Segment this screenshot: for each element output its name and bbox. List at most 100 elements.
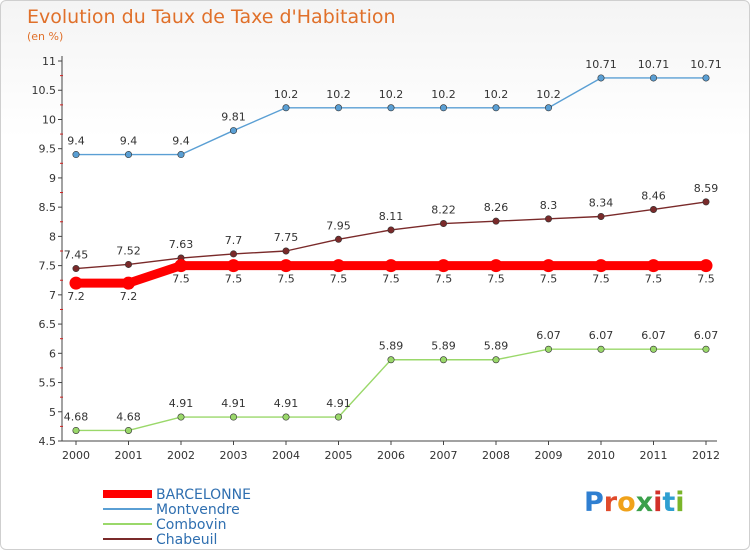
data-label: 6.07	[641, 329, 666, 342]
x-tick-label: 2005	[325, 449, 353, 462]
data-labels: 7.2 7.2 7.5 7.5 7.5 7.5 7.5 7.5 7.5 7.5 7.5 7.5 7.5 9…	[64, 58, 722, 424]
y-tick-label: 6	[49, 347, 56, 360]
data-point	[439, 220, 447, 228]
data-label: 7.5	[172, 273, 190, 286]
data-point	[72, 265, 80, 273]
data-point	[594, 259, 608, 273]
data-label: 7.5	[277, 273, 295, 286]
data-point	[125, 151, 133, 159]
data-label: 7.5	[592, 273, 610, 286]
data-point	[177, 151, 185, 159]
data-point	[597, 213, 605, 221]
legend-label-chabeuil: Chabeuil	[156, 532, 217, 548]
data-point	[279, 259, 293, 273]
data-point	[437, 259, 450, 273]
y-tick-label: 8.5	[39, 201, 57, 214]
data-label: 10.2	[484, 88, 509, 101]
y-tick-label: 11	[42, 55, 56, 68]
data-label: 5.89	[379, 340, 404, 353]
logo-letter: P	[584, 487, 604, 518]
logo-letter: x	[635, 487, 654, 518]
data-point	[597, 345, 605, 353]
data-label: 7.5	[645, 273, 663, 286]
data-label: 10.2	[536, 88, 561, 101]
data-point	[439, 356, 447, 364]
data-label: 7.5	[487, 273, 505, 286]
chart-subtitle: (en %)	[27, 30, 64, 43]
data-point	[334, 235, 342, 243]
data-point	[489, 259, 503, 273]
data-point	[174, 259, 188, 273]
data-label: 7.5	[697, 273, 715, 286]
data-point	[227, 259, 240, 273]
y-tick-label: 10	[42, 113, 56, 126]
data-label: 7.95	[326, 219, 351, 232]
data-label: 5.89	[431, 340, 456, 353]
y-tick-label: 7	[49, 289, 56, 302]
x-tick-label: 2011	[640, 449, 668, 462]
data-point	[702, 198, 710, 206]
data-label: 7.5	[225, 273, 243, 286]
data-label: 10.2	[379, 88, 404, 101]
data-label: 4.91	[326, 397, 351, 410]
data-label: 9.81	[221, 111, 246, 124]
data-label: 8.46	[641, 189, 666, 202]
x-tick-label: 2009	[535, 449, 563, 462]
data-label: 7.5	[540, 273, 558, 286]
data-label: 4.91	[169, 397, 194, 410]
data-point	[544, 215, 552, 223]
y-tick-label: 10.5	[32, 84, 57, 97]
data-point	[492, 356, 500, 364]
data-point	[334, 104, 342, 112]
data-point	[125, 426, 133, 434]
data-label: 7.5	[330, 273, 348, 286]
data-point	[230, 127, 238, 135]
data-point	[597, 74, 605, 82]
data-label: 7.45	[64, 249, 89, 262]
data-label: 7.52	[116, 244, 141, 257]
data-label: 10.71	[638, 58, 670, 71]
data-point	[122, 276, 135, 290]
data-label: 7.2	[120, 290, 138, 303]
x-tick-label: 2006	[377, 449, 405, 462]
data-label: 4.91	[274, 397, 299, 410]
data-label: 4.91	[221, 397, 246, 410]
data-label: 10.71	[690, 58, 722, 71]
data-label: 10.2	[274, 88, 299, 101]
data-point	[384, 259, 398, 273]
y-tick-label: 9.5	[39, 143, 57, 156]
data-label: 7.63	[169, 238, 194, 251]
y-tick-label: 8	[49, 230, 56, 243]
legend-label-montvendre: Montvendre	[156, 502, 240, 518]
data-point	[334, 413, 342, 421]
logo-letter: i	[675, 487, 685, 518]
logo-letter: i	[653, 487, 663, 518]
data-point	[649, 345, 657, 353]
data-point	[177, 413, 185, 421]
x-tick-label: 2001	[115, 449, 143, 462]
data-label: 8.26	[484, 201, 509, 214]
data-point	[544, 104, 552, 112]
logo-letter: t	[662, 487, 676, 518]
data-point	[332, 259, 345, 273]
data-label: 10.2	[431, 88, 456, 101]
data-label: 6.07	[589, 329, 614, 342]
x-tick-label: 2004	[272, 449, 300, 462]
x-tick-label: 2002	[167, 449, 195, 462]
data-point	[387, 226, 395, 234]
data-point	[282, 247, 290, 255]
data-point	[72, 151, 80, 159]
logo-letter: r	[603, 487, 618, 518]
logo-letter: o	[617, 487, 636, 518]
data-label: 7.2	[67, 290, 85, 303]
data-label: 8.22	[431, 204, 456, 217]
x-tick-label: 2007	[430, 449, 458, 462]
data-label: 10.71	[585, 58, 617, 71]
data-label: 9.4	[67, 135, 85, 148]
data-point	[542, 259, 555, 273]
data-point	[387, 104, 395, 112]
data-label: 7.75	[274, 231, 299, 244]
